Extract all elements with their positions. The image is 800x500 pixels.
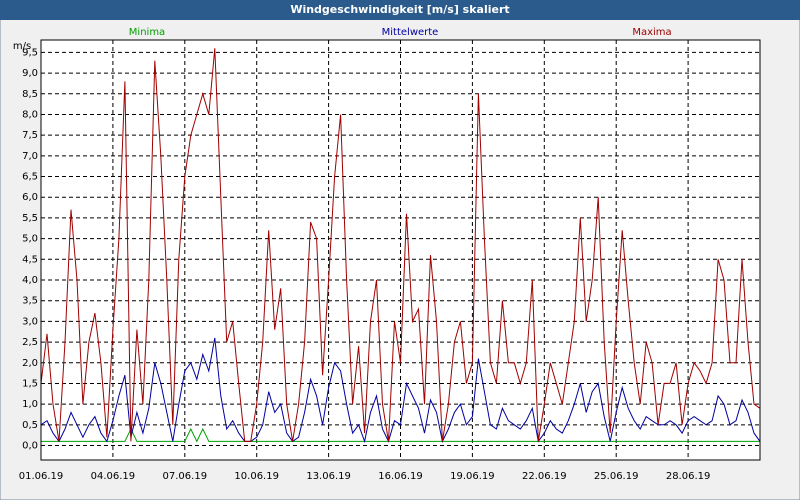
legend-label: Minima	[129, 27, 165, 38]
legend-label: Mittelwerte	[382, 27, 439, 38]
x-tick-label: 19.06.19	[450, 471, 495, 482]
x-tick-label: 16.06.19	[378, 471, 423, 482]
y-tick-label: 5,0	[22, 234, 38, 245]
y-tick-label: 3,0	[22, 316, 38, 327]
y-tick-label: 6,0	[22, 192, 38, 203]
y-tick-label: 9,0	[22, 68, 38, 79]
y-tick-label: 7,0	[22, 151, 38, 162]
x-tick-label: 22.06.19	[522, 471, 567, 482]
series-line	[40, 337, 761, 444]
y-tick-label: 1,0	[22, 399, 38, 410]
y-axis-label: m/s	[13, 41, 31, 52]
chart-title: Windgeschwindigkeit [m/s] skaliert	[290, 3, 509, 16]
y-tick-label: 6,5	[22, 172, 38, 183]
y-tick-label: 4,5	[22, 254, 38, 265]
y-tick-label: 7,5	[22, 130, 38, 141]
y-tick-label: 4,0	[22, 275, 38, 286]
y-tick-label: 9,5	[22, 47, 38, 58]
x-tick-label: 28.06.19	[666, 471, 711, 482]
y-tick-label: 2,0	[22, 358, 38, 369]
y-tick-label: 8,5	[22, 89, 38, 100]
x-tick-label: 10.06.19	[234, 471, 279, 482]
y-tick-label: 0,5	[22, 420, 38, 431]
y-tick-label: 5,5	[22, 213, 38, 224]
plot-border	[40, 39, 761, 461]
x-tick-label: 13.06.19	[306, 471, 351, 482]
x-tick-label: 04.06.19	[91, 471, 136, 482]
x-tick-label: 01.06.19	[19, 471, 64, 482]
x-tick-label: 07.06.19	[163, 471, 208, 482]
y-tick-label: 2,5	[22, 337, 38, 348]
x-tick-label: 25.06.19	[594, 471, 639, 482]
series-line	[41, 427, 760, 443]
y-tick-label: 8,0	[22, 109, 38, 120]
series-line	[40, 48, 761, 442]
y-tick-label: 3,5	[22, 296, 38, 307]
y-tick-label: 0,0	[22, 441, 38, 452]
legend-label: Maxima	[632, 27, 671, 38]
title-bar	[0, 0, 800, 20]
y-tick-label: 1,5	[22, 378, 38, 389]
